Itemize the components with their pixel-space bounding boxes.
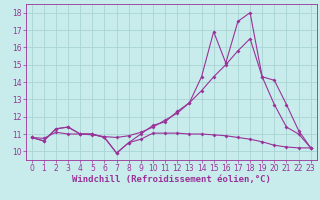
X-axis label: Windchill (Refroidissement éolien,°C): Windchill (Refroidissement éolien,°C) [72,175,271,184]
